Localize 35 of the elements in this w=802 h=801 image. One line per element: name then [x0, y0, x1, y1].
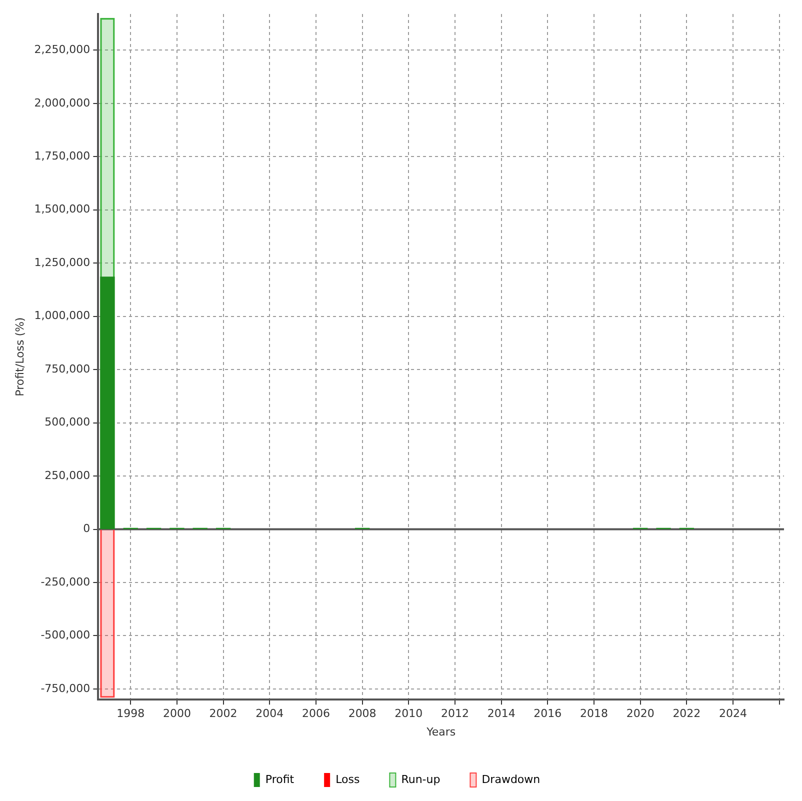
y-tick-label: 1,750,000 — [34, 150, 90, 163]
y-tick-label: -750,000 — [40, 682, 90, 695]
x-tick-label: 2000 — [162, 707, 191, 720]
y-tick-label: 1,250,000 — [34, 256, 90, 269]
y-tick-label: 750,000 — [44, 362, 90, 376]
legend-label: Run-up — [401, 772, 440, 786]
bar — [100, 530, 115, 698]
x-tick-label: 1998 — [116, 707, 145, 720]
x-tick-label: 2004 — [256, 707, 284, 720]
x-tick-label: 2018 — [580, 707, 608, 720]
x-tick-label: 2014 — [487, 707, 516, 720]
y-tick-label: 2,250,000 — [34, 43, 90, 56]
x-tick-label: 2022 — [672, 707, 701, 720]
y-tick-label: -250,000 — [40, 575, 90, 588]
y-tick-label: 1,500,000 — [34, 202, 90, 216]
x-tick-label: 2016 — [534, 707, 562, 720]
x-tick-label: 2002 — [209, 707, 238, 720]
y-tick-label: 250,000 — [44, 468, 90, 482]
x-axis-title: Years — [426, 725, 456, 738]
y-tick-label: 2,000,000 — [34, 96, 90, 110]
x-tick-label: 2012 — [440, 707, 469, 720]
bar — [100, 276, 115, 530]
x-tick-label: 2008 — [348, 707, 376, 720]
legend-label: Drawdown — [482, 772, 540, 786]
legend-label: Loss — [336, 772, 360, 786]
y-tick-label: -500,000 — [40, 628, 90, 642]
y-tick-label: 500,000 — [44, 416, 90, 429]
y-axis-title: Profit/Loss (%) — [13, 317, 26, 396]
x-tick-label: 2006 — [302, 707, 330, 720]
y-tick-label: 0 — [83, 522, 90, 536]
y-tick-label: 1,000,000 — [34, 309, 90, 322]
x-tick-label: 2020 — [626, 707, 654, 720]
legend-label: Profit — [265, 772, 295, 786]
x-tick-label: 2024 — [719, 707, 748, 720]
x-tick-label: 2010 — [394, 707, 423, 720]
